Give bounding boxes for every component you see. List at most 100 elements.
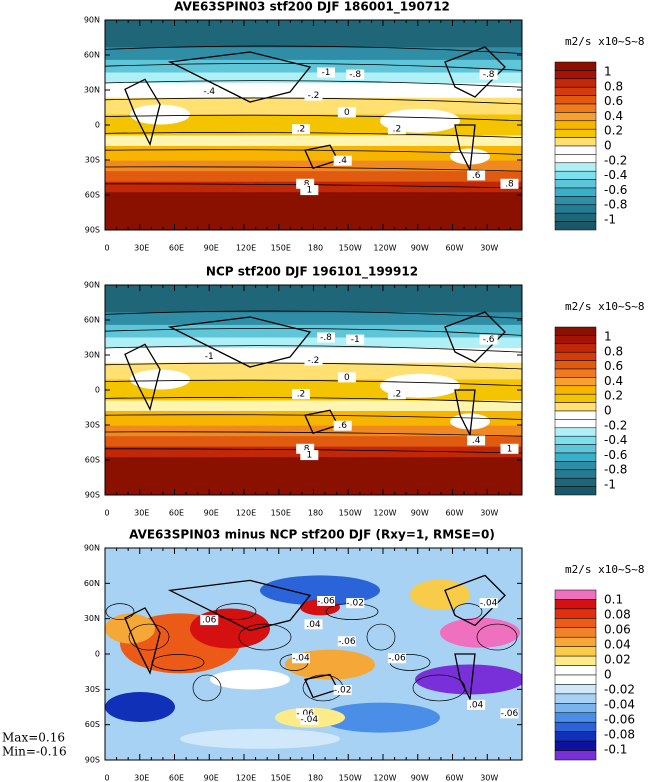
contour-label-box [200,615,219,626]
lon-label: 30W [480,774,498,782]
colorbar-label: 0.6 [604,94,623,108]
colorbar-box [554,368,597,378]
lon-label: 150W [339,244,362,253]
colorbar-label: 0.2 [604,124,623,138]
lat-label: 90N [84,281,100,290]
colorbar-label: 0.8 [604,79,623,93]
colorbar-box [554,78,597,88]
contour-label: -.04 [301,715,319,725]
colorbar-label: -0.8 [604,198,627,212]
field-band [105,59,522,73]
contour-label-box [300,185,319,196]
colorbar-box [554,170,597,180]
colorbar-box [554,693,597,704]
colorbar-box [554,469,597,479]
contour [105,132,522,138]
colorbar-box [554,410,597,420]
lon-label: 150W [339,774,362,782]
contour-label: 0 [344,373,350,383]
colorbar-label: 0.08 [604,608,631,622]
map-field [105,548,522,760]
contour-label-box [346,69,365,80]
contour-label-box [387,389,406,400]
contour-label-box [337,636,356,647]
colorbar-box [554,154,597,164]
max-label: Max=0.16 [2,731,65,745]
colorbar-label: 0 [604,668,612,682]
colorbar-label: 1 [604,330,612,344]
lon-label: 0 [104,244,109,253]
field-band [105,337,522,349]
contour-label-box [317,332,336,343]
contour [476,623,518,651]
contour-label-box [333,155,352,166]
colorbar-box [554,461,597,471]
contour [105,379,522,387]
contour-label-box [200,351,219,362]
colorbar-box [554,162,597,172]
colorbar-box [554,187,597,197]
colorbar-box [554,435,597,445]
lat-label: 30S [85,685,100,694]
contour-label: .8 [505,179,514,189]
lat-label: 90N [84,544,100,553]
lat-label: 30N [84,351,100,360]
colorbar-label: 0 [604,404,612,418]
contour [366,623,396,651]
colorbar-label: -0.8 [604,463,627,477]
contour-label: 1 [306,186,312,196]
contour-label: -.8 [320,333,332,343]
contour-label: -.6 [483,335,495,345]
colorbar-box [554,703,597,714]
colorbar-box [554,103,597,113]
colorbar-box [554,750,597,761]
contour [105,149,522,155]
lon-label: 180 [308,509,323,518]
lat-label: 90S [85,491,100,500]
colorbar-box [554,636,597,647]
colorbar-box [554,674,597,685]
colorbar-label: 1 [604,65,612,79]
colorbar-box [554,221,597,231]
contour-label-box [300,450,319,461]
contour-label-box [291,389,310,400]
contour-label-box [479,334,498,345]
contour-label-box [200,86,219,97]
contour [105,414,522,420]
contour-label-box [296,443,315,454]
contour-label: -.02 [334,686,352,696]
colorbar-label: 0.4 [604,109,623,123]
lon-label: 120E [236,244,256,253]
colorbar-label: -1 [604,478,616,492]
lat-label: 60S [85,191,100,200]
contour-label: 1 [306,451,312,461]
contour [128,623,170,651]
contour-label-box [333,685,352,696]
lon-label: 60E [169,774,184,782]
colorbar-label: 0.8 [604,344,623,358]
map-panel: NCP stf200 DJF 196101_199912 -.8 -1 -.6 -1 -.… [84,265,645,518]
colorbar-box [554,393,597,403]
colorbar-label: -0.4 [604,168,627,182]
contour-label: .06 [202,616,217,626]
lon-label: 180 [308,774,323,782]
contour-label: -.2 [308,356,320,366]
colorbar-box [554,627,597,638]
lat-label: 60N [84,316,100,325]
lat-label: 0 [95,650,100,659]
colorbar-box [554,486,597,496]
lon-label: 180 [308,244,323,253]
field-band [105,192,522,230]
contour-label-box [291,124,310,135]
field-band [105,324,522,338]
lat-label: 60N [84,579,100,588]
colorbar-box [554,204,597,214]
lon-label: 60W [445,774,463,782]
contour-label: -1 [351,335,360,345]
min-label: Min=-0.16 [2,745,67,759]
lon-label: 60W [445,509,463,518]
lon-label: 150E [271,509,291,518]
colorbar-label: -0.02 [604,683,635,697]
lat-label: 60N [84,51,100,60]
